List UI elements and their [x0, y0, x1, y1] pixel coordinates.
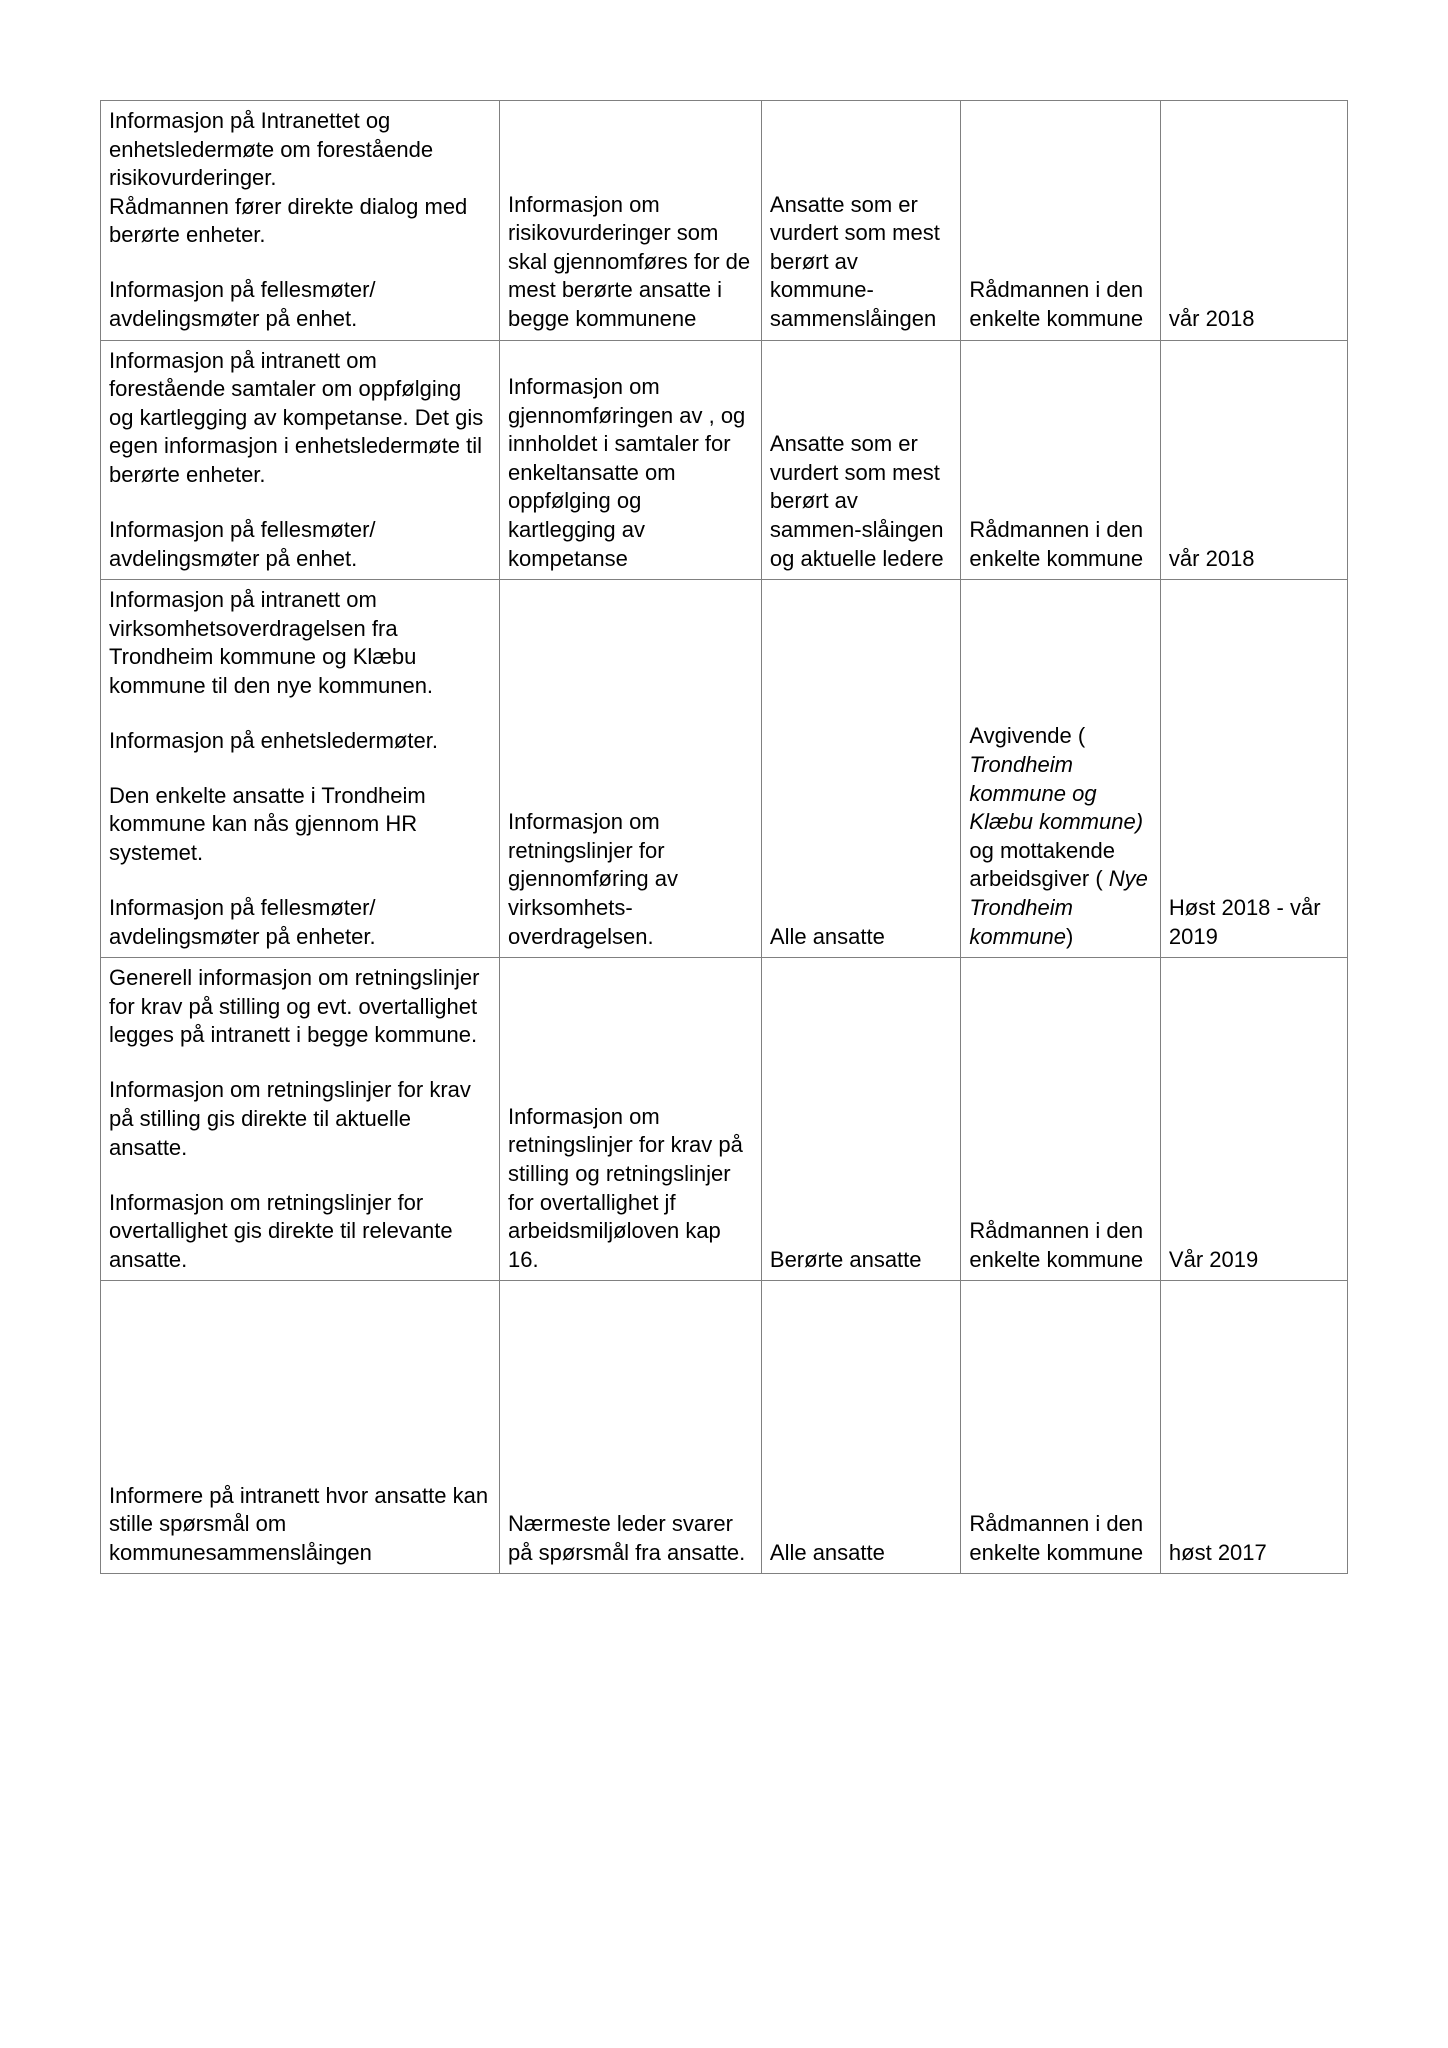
table-cell: Generell informasjon om retningslinjer f… [101, 958, 500, 1281]
table-cell: Ansatte som er vurdert som mest berørt a… [761, 101, 961, 341]
table-cell: Ansatte som er vurdert som mest berørt a… [761, 340, 961, 580]
table-cell: Informasjon om risikovurderinger som ska… [500, 101, 762, 341]
table-row: Informere på intranett hvor ansatte kan … [101, 1281, 1348, 1574]
table-cell: Berørte ansatte [761, 958, 961, 1281]
table-cell: Rådmannen i den enkelte kommune [961, 958, 1161, 1281]
table-cell: Nærmeste leder svarer på spørsmål fra an… [500, 1281, 762, 1574]
table-cell: Informasjon om gjennomføringen av , og i… [500, 340, 762, 580]
table-row: Generell informasjon om retningslinjer f… [101, 958, 1348, 1281]
table-row: Informasjon på Intranettet og enhetslede… [101, 101, 1348, 341]
table-row: Informasjon på intranett om forestående … [101, 340, 1348, 580]
table-cell: Høst 2018 - vår 2019 [1160, 580, 1347, 958]
table-cell: Informasjon på Intranettet og enhetslede… [101, 101, 500, 341]
table-cell: høst 2017 [1160, 1281, 1347, 1574]
table-cell: Informasjon på intranett om virksomhetso… [101, 580, 500, 958]
table-row: Informasjon på intranett om virksomhetso… [101, 580, 1348, 958]
table-cell: Informasjon om retningslinjer for krav p… [500, 958, 762, 1281]
table-cell: Informere på intranett hvor ansatte kan … [101, 1281, 500, 1574]
table-cell: Rådmannen i den enkelte kommune [961, 1281, 1161, 1574]
table-cell: Alle ansatte [761, 1281, 961, 1574]
table-cell: Rådmannen i den enkelte kommune [961, 340, 1161, 580]
page: Informasjon på Intranettet og enhetslede… [0, 0, 1448, 2048]
table-cell: Informasjon om retningslinjer for gjenno… [500, 580, 762, 958]
table-cell: Informasjon på intranett om forestående … [101, 340, 500, 580]
table-cell: Rådmannen i den enkelte kommune [961, 101, 1161, 341]
table-cell: Vår 2019 [1160, 958, 1347, 1281]
table-cell: vår 2018 [1160, 340, 1347, 580]
table-cell: Alle ansatte [761, 580, 961, 958]
table-cell: Avgivende ( Trondheim kommune og Klæbu k… [961, 580, 1161, 958]
info-table: Informasjon på Intranettet og enhetslede… [100, 100, 1348, 1574]
table-cell: vår 2018 [1160, 101, 1347, 341]
